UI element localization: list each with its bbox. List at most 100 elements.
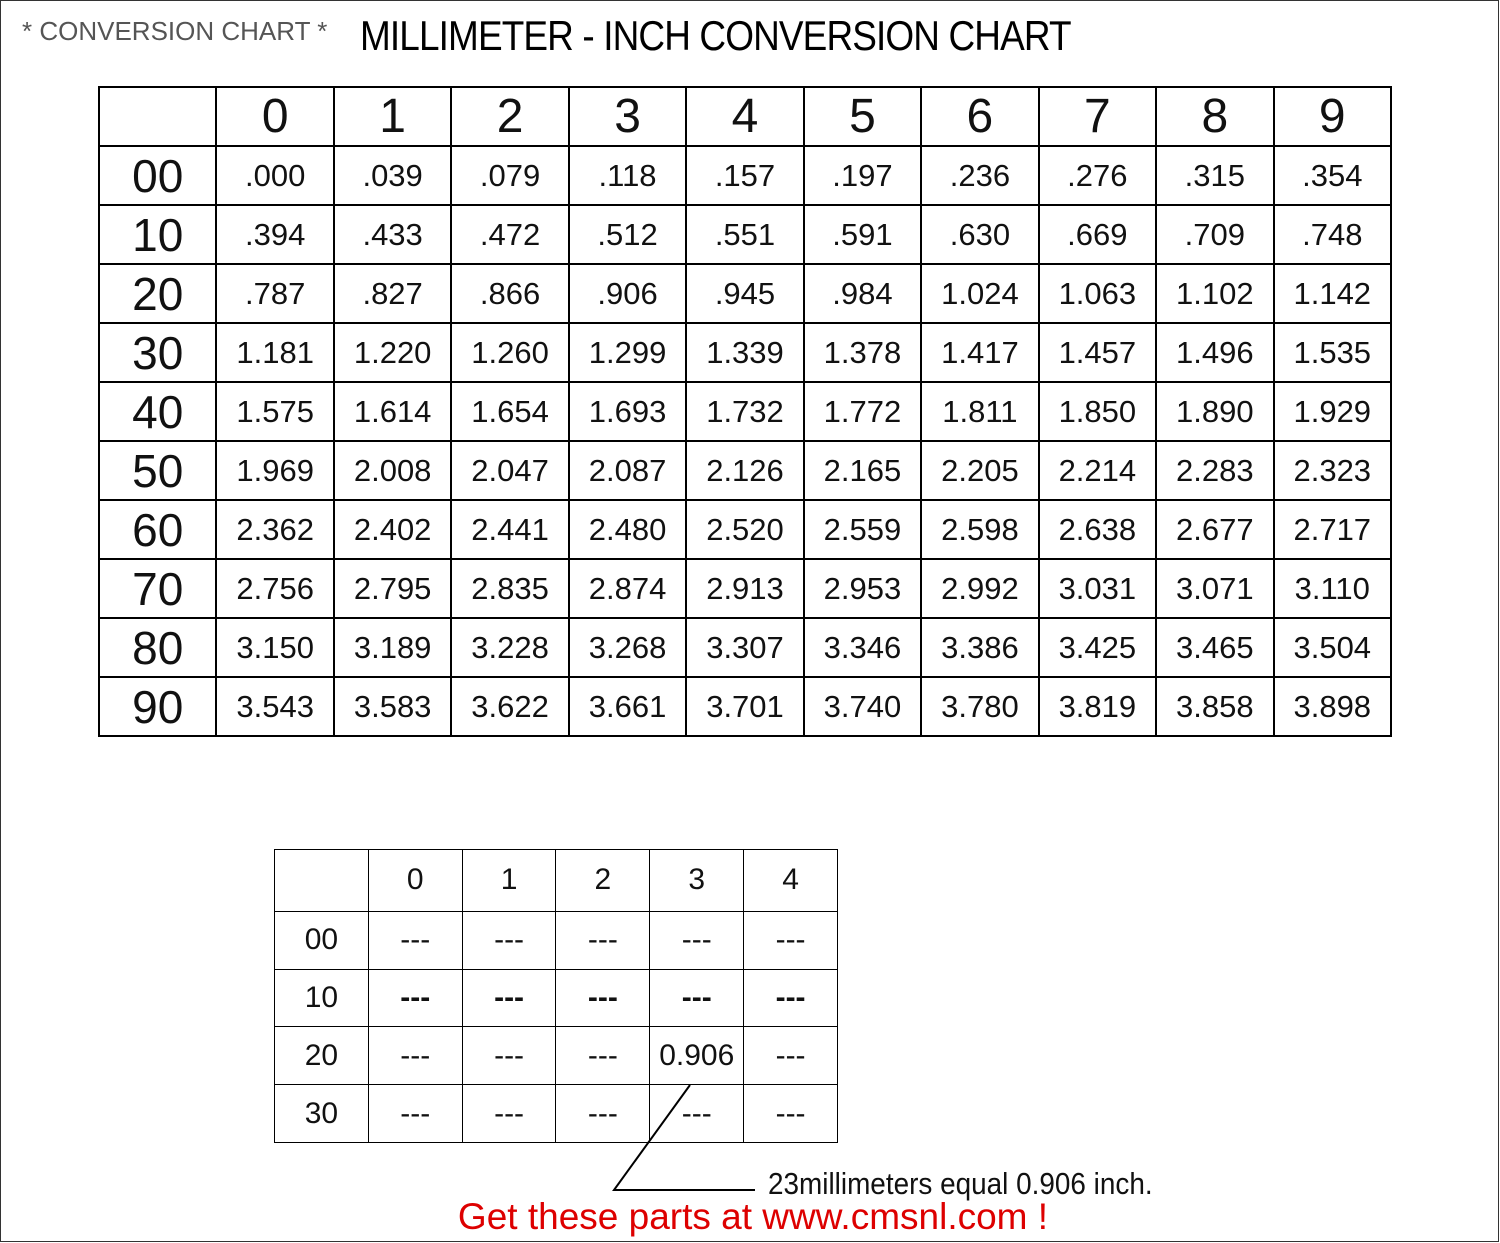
table-cell: 3.346 — [802, 617, 923, 678]
table-cell: 3.386 — [920, 617, 1040, 678]
table-cell: 3.898 — [1272, 676, 1393, 737]
table-cell: --- — [367, 910, 463, 970]
annotation: 23millimeters equal 0.906 inch. — [768, 1166, 1153, 1201]
column-header: 1 — [461, 849, 557, 912]
table-cell: --- — [743, 910, 838, 970]
column-header: 6 — [920, 86, 1040, 147]
table-cell: .709 — [1155, 204, 1275, 265]
table-row: 30 1.181 1.220 1.260 1.299 1.339 1.378 1.417 1.4… — [97, 322, 1393, 383]
table-cell: 1.969 — [215, 440, 335, 501]
table-cell: 2.480 — [567, 499, 688, 560]
table-cell: 2.756 — [215, 558, 335, 619]
column-header: 0 — [215, 86, 335, 147]
column-header: 3 — [649, 849, 745, 912]
row-label: 00 — [97, 145, 218, 206]
table-cell: .591 — [802, 204, 923, 265]
table-row: 00.000.039.079.118.157.197.236.276.315.3… — [97, 145, 1393, 206]
table-cell: 1.457 — [1037, 322, 1158, 383]
table-cell: --- — [461, 1084, 557, 1143]
column-header: 9 — [1272, 86, 1393, 147]
table-cell: --- — [743, 968, 838, 1028]
table-cell: .669 — [1037, 204, 1158, 265]
row-label: 20 — [274, 1026, 369, 1086]
corner-cell — [97, 86, 218, 147]
title: MILLIMETER - INCH CONVERSION CHART — [360, 12, 1072, 59]
column-header: 4 — [685, 86, 805, 147]
table-cell: 3.819 — [1037, 676, 1158, 737]
table-cell: --- — [555, 1026, 651, 1086]
table-cell: .827 — [332, 263, 453, 324]
table-cell: 1.181 — [215, 322, 335, 383]
table-cell: 1.496 — [1155, 322, 1275, 383]
table-cell: --- — [461, 1026, 557, 1086]
table-cell: 3.031 — [1037, 558, 1158, 619]
table-row: 90 3.543 3.583 3.622 3.661 3.701 3.740 3.780 3.8… — [97, 676, 1393, 737]
table-row: 20 --- --- --- 0.906 --- — [274, 1026, 838, 1086]
column-header: 5 — [802, 86, 923, 147]
table-cell: 1.575 — [215, 381, 335, 442]
table-cell: .433 — [332, 204, 453, 265]
column-header: 2 — [555, 849, 651, 912]
table-cell: .039 — [332, 145, 453, 206]
table-cell: --- — [649, 1084, 745, 1143]
table-cell: 2.047 — [450, 440, 570, 501]
table-cell: 1.024 — [920, 263, 1040, 324]
column-header: 7 — [1037, 86, 1158, 147]
row-label: 80 — [97, 617, 218, 678]
table-cell: 2.165 — [802, 440, 923, 501]
column-header: 2 — [450, 86, 570, 147]
table-cell: .551 — [685, 204, 805, 265]
table-cell: .945 — [685, 263, 805, 324]
table-row: 80 3.150 3.189 3.228 3.268 3.307 3.346 3.386 3.4… — [97, 617, 1393, 678]
table-cell: 3.307 — [685, 617, 805, 678]
table-cell: 1.378 — [802, 322, 923, 383]
column-header: 3 — [567, 86, 688, 147]
table-cell: 1.142 — [1272, 263, 1393, 324]
table-cell: 3.858 — [1155, 676, 1275, 737]
table-cell: 0.906 — [649, 1026, 745, 1086]
table-cell: .787 — [215, 263, 335, 324]
table-cell: 1.811 — [920, 381, 1040, 442]
table-cell: 1.417 — [920, 322, 1040, 383]
table-cell: 1.220 — [332, 322, 453, 383]
row-label: 90 — [97, 676, 218, 737]
table-cell: --- — [649, 910, 745, 970]
table-cell: .866 — [450, 263, 570, 324]
table-cell: 2.717 — [1272, 499, 1393, 560]
table-row: 00 --- --- --- --- --- — [274, 910, 838, 970]
row-label: 00 — [274, 910, 369, 970]
example-table: 0 1 2 3 4 00 --- --- --- --- --- 10 --- --- --- --- --- 2… — [274, 849, 838, 1143]
table-row: 70 2.756 2.795 2.835 2.874 2.913 2.953 2.992 3.0… — [97, 558, 1393, 619]
table-cell: .236 — [920, 145, 1040, 206]
table-cell: .000 — [215, 145, 335, 206]
table-cell: 3.150 — [215, 617, 335, 678]
table-cell: 3.268 — [567, 617, 688, 678]
table-cell: 1.654 — [450, 381, 570, 442]
table-cell: --- — [461, 968, 557, 1028]
table-cell: 2.008 — [332, 440, 453, 501]
table-row: 10.394.433.472.512.551.591.630.669.709.7… — [97, 204, 1393, 265]
table-cell: 2.362 — [215, 499, 335, 560]
table-cell: 3.622 — [450, 676, 570, 737]
table-cell: 2.835 — [450, 558, 570, 619]
table-cell: --- — [461, 910, 557, 970]
table-cell: 3.780 — [920, 676, 1040, 737]
table-row: 20.787.827.866.906.945.984 1.024 1.063 1.10… — [97, 263, 1393, 324]
table-cell: --- — [743, 1026, 838, 1086]
table-cell: --- — [367, 968, 463, 1028]
table-cell: 2.953 — [802, 558, 923, 619]
table-cell: 1.929 — [1272, 381, 1393, 442]
row-label: 10 — [97, 204, 218, 265]
table-cell: 3.543 — [215, 676, 335, 737]
row-label: 30 — [274, 1084, 369, 1143]
table-cell: --- — [555, 968, 651, 1028]
table-cell: 2.638 — [1037, 499, 1158, 560]
row-label: 40 — [97, 381, 218, 442]
table-cell: 3.110 — [1272, 558, 1393, 619]
table-cell: 2.205 — [920, 440, 1040, 501]
table-cell: 3.228 — [450, 617, 570, 678]
